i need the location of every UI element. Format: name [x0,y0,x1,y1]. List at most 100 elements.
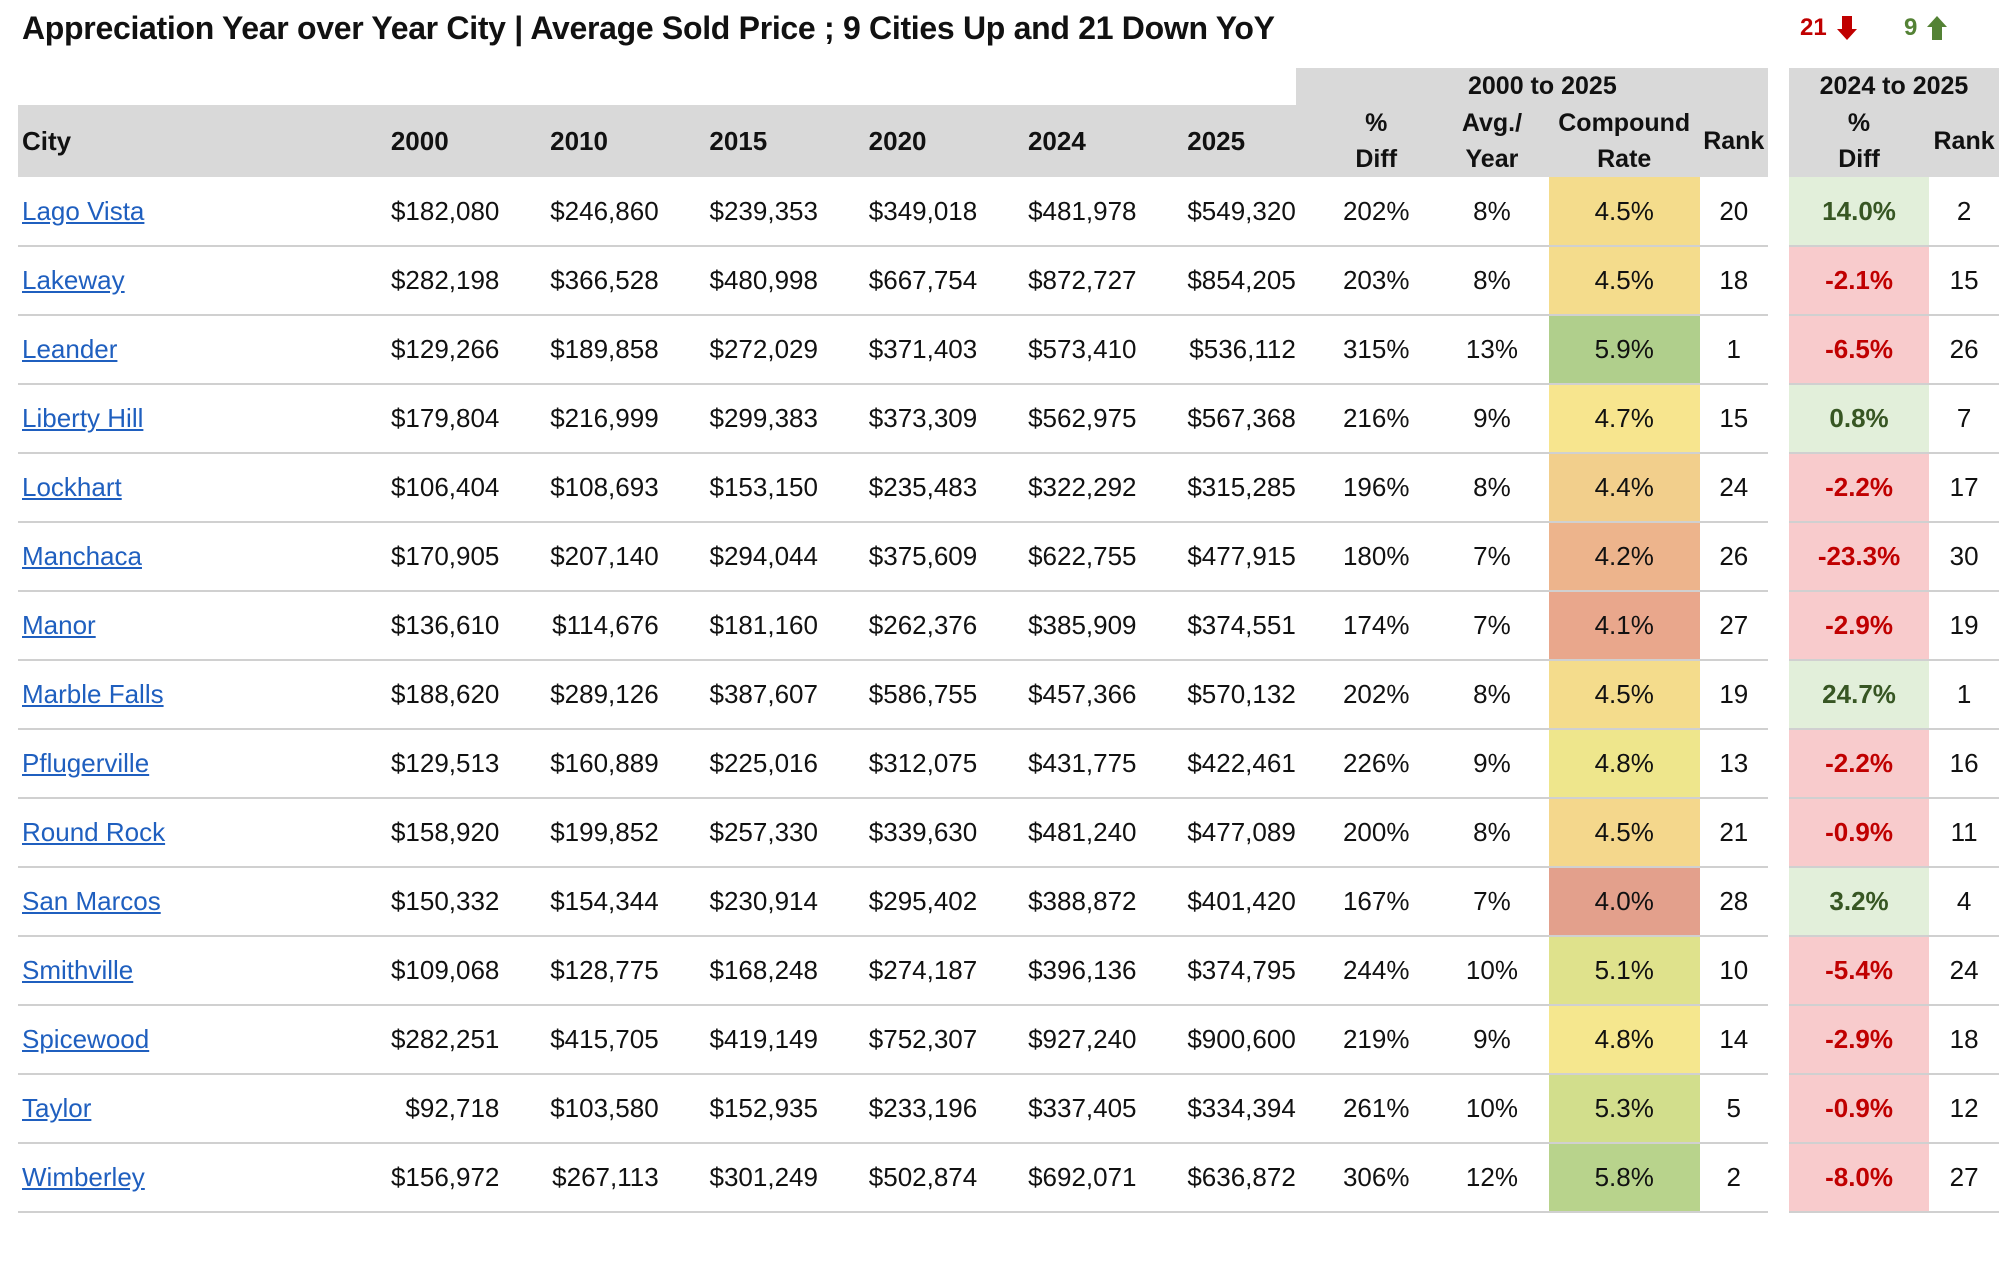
rank-cell: 19 [1699,660,1768,730]
pct-diff-cell: 219% [1317,1005,1436,1075]
price-cell-2010: $128,775 [499,936,659,1006]
price-cell-2024: $872,727 [977,246,1137,316]
city-link[interactable]: Lago Vista [22,195,145,226]
yoy-rank-cell: 26 [1929,315,1999,385]
yoy-diff-cell: -2.2% [1788,453,1930,523]
price-cell-2025: $374,551 [1136,591,1296,661]
city-link[interactable]: Manchaca [22,541,142,571]
price-cell-2015: $294,044 [658,522,818,592]
yoy-diff-cell: -6.5% [1788,315,1930,385]
avg-year-cell: 8% [1435,453,1549,523]
city-link[interactable]: San Marcos [22,886,161,916]
column-header-avg-top: Avg./ [1435,105,1549,141]
spacer-cell [1767,1074,1789,1143]
price-cell-2020: $339,630 [817,798,978,868]
price-cell-2024: $385,909 [977,591,1137,661]
arrow-down-icon [1836,16,1857,40]
yoy-rank-cell: 2 [1929,177,1999,247]
pct-diff-cell: 261% [1317,1074,1436,1144]
city-link[interactable]: Taylor [22,1093,92,1123]
price-cell-2015: $152,935 [658,1074,818,1144]
spacer-cell [1295,729,1318,799]
price-cell-2020: $274,187 [817,936,978,1006]
price-cell-2025: $549,320 [1136,177,1296,247]
spacer-cell [1767,1143,1789,1212]
price-cell-2000: $92,718 [340,1074,500,1144]
price-cell-2020: $349,018 [817,177,978,247]
spacer-cell [1295,591,1318,661]
city-link[interactable]: Liberty Hill [22,403,144,433]
spacer-cell [1295,522,1318,592]
yoy-rank-cell: 24 [1929,936,1999,1006]
yoy-diff-cell: -23.3% [1788,522,1930,592]
price-cell-2025: $536,112 [1136,315,1296,385]
column-header-2010: 2010 [499,105,659,177]
city-link[interactable]: Smithville [22,955,134,985]
rank-cell: 20 [1699,177,1768,247]
price-cell-2000: $129,266 [340,315,500,385]
pct-diff-cell: 180% [1317,522,1436,592]
rank-cell: 1 [1699,315,1768,385]
yoy-diff-cell: 0.8% [1788,384,1930,454]
avg-year-cell: 12% [1435,1143,1549,1213]
city-link[interactable]: Spicewood [22,1024,150,1054]
price-cell-2025: $570,132 [1136,660,1296,730]
city-link[interactable]: Manor [22,610,96,640]
spacer-cell [1295,384,1318,454]
price-cell-2010: $160,889 [499,729,659,799]
column-header-2025: 2025 [1136,105,1296,177]
spacer-cell [1767,246,1789,315]
city-cell: Lago Vista [18,177,341,247]
price-cell-2024: $692,071 [977,1143,1137,1213]
price-cell-2024: $573,410 [977,315,1137,385]
avg-year-cell: 7% [1435,522,1549,592]
pct-diff-cell: 216% [1317,384,1436,454]
compound-rate-cell: 5.3% [1548,1074,1700,1144]
price-cell-2010: $415,705 [499,1005,659,1075]
city-cell: Smithville [18,936,341,1006]
price-cell-2020: $375,609 [817,522,978,592]
city-link[interactable]: Wimberley [22,1162,145,1192]
price-cell-2000: $156,972 [340,1143,500,1213]
price-cell-2020: $295,402 [817,867,978,937]
column-header-yoy-pct-bottom: Diff [1788,141,1930,177]
pct-diff-cell: 174% [1317,591,1436,661]
rank-cell: 2 [1699,1143,1768,1213]
city-link[interactable]: Pflugerville [22,748,150,778]
city-link[interactable]: Leander [22,334,118,364]
price-cell-2010: $216,999 [499,384,659,454]
price-cell-2015: $153,150 [658,453,818,523]
price-cell-2025: $315,285 [1136,453,1296,523]
city-cell: Lakeway [18,246,341,316]
yoy-diff-cell: -2.9% [1788,1005,1930,1075]
column-header-compound-top: Compound [1548,105,1700,141]
price-cell-2024: $396,136 [977,936,1137,1006]
column-header-avg-bottom: Year [1435,141,1549,177]
city-link[interactable]: Lockhart [22,472,122,502]
spacer-cell [1295,936,1318,1006]
price-cell-2025: $477,915 [1136,522,1296,592]
yoy-rank-cell: 12 [1929,1074,1999,1144]
price-cell-2015: $239,353 [658,177,818,247]
compound-rate-cell: 4.8% [1548,729,1700,799]
table-row: Smithville $109,068 $128,775 $168,248 $274,1… [18,936,1999,1006]
price-cell-2010: $189,858 [499,315,659,385]
column-header-yoy-rank: Rank [1929,105,1999,177]
spacer-cell [1767,936,1789,1005]
price-cell-2010: $366,528 [499,246,659,316]
pct-diff-cell: 167% [1317,867,1436,937]
city-link[interactable]: Round Rock [22,817,166,847]
city-link[interactable]: Marble Falls [22,679,164,709]
spacer-cell [1767,591,1789,660]
city-link[interactable]: Lakeway [22,265,125,295]
spacer-cell [1295,1074,1318,1144]
spacer-cell [1295,315,1318,385]
yoy-diff-cell: -8.0% [1788,1143,1930,1213]
price-cell-2010: $199,852 [499,798,659,868]
price-cell-2000: $106,404 [340,453,500,523]
price-cell-2020: $752,307 [817,1005,978,1075]
price-cell-2024: $481,240 [977,798,1137,868]
price-cell-2010: $289,126 [499,660,659,730]
pct-diff-cell: 202% [1317,177,1436,247]
avg-year-cell: 8% [1435,246,1549,316]
